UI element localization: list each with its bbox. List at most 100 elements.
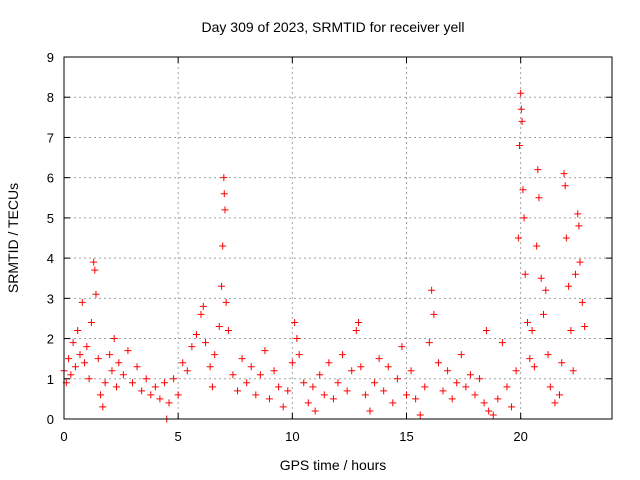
x-tick-label: 5 — [175, 429, 182, 444]
data-point — [343, 387, 351, 395]
data-point — [119, 371, 127, 379]
data-point — [293, 335, 301, 343]
data-point — [261, 347, 269, 355]
y-tick-label: 5 — [47, 211, 54, 226]
data-point — [352, 327, 360, 335]
y-tick-label: 3 — [47, 291, 54, 306]
data-point — [355, 318, 363, 326]
data-point — [407, 367, 415, 375]
data-point — [99, 403, 107, 411]
data-point — [224, 327, 232, 335]
data-point — [238, 355, 246, 363]
data-point — [218, 282, 226, 290]
x-tick-label: 20 — [513, 429, 527, 444]
data-point — [444, 367, 452, 375]
data-point — [142, 375, 150, 383]
data-point — [537, 274, 545, 282]
data-point — [565, 282, 573, 290]
data-point — [91, 266, 99, 274]
data-point — [97, 391, 105, 399]
data-point — [129, 379, 136, 387]
data-points — [60, 89, 589, 423]
data-point — [503, 383, 511, 391]
data-point — [517, 89, 525, 97]
data-point — [575, 222, 583, 230]
data-point — [270, 367, 278, 375]
data-point — [466, 371, 474, 379]
y-tick-label: 7 — [47, 130, 54, 145]
chart-title: Day 309 of 2023, SRMTID for receiver yel… — [202, 19, 465, 35]
data-point — [220, 190, 228, 198]
data-point — [291, 318, 299, 326]
y-tick-label: 4 — [47, 251, 54, 266]
data-point — [243, 379, 251, 387]
data-point — [524, 318, 532, 326]
data-point — [108, 367, 116, 375]
data-point — [494, 395, 502, 403]
data-point — [300, 379, 308, 387]
data-point — [74, 327, 82, 335]
data-point — [256, 371, 264, 379]
data-point — [535, 194, 543, 202]
data-point — [403, 391, 410, 399]
data-point — [380, 387, 388, 395]
data-point — [366, 407, 374, 415]
data-point — [206, 363, 214, 371]
data-point — [361, 391, 369, 399]
data-point — [485, 407, 493, 415]
data-point — [76, 351, 84, 359]
data-point — [576, 258, 584, 266]
y-axis-label: SRMTID / TECUs — [5, 183, 21, 293]
data-point — [578, 298, 586, 306]
data-point — [567, 327, 575, 335]
data-point — [375, 355, 383, 363]
data-point — [65, 355, 73, 363]
data-point — [489, 411, 497, 419]
data-point — [434, 359, 442, 367]
data-point — [569, 367, 577, 375]
x-axis-ticks: 0 5 10 15 20 — [60, 57, 528, 444]
data-point — [571, 270, 579, 278]
data-point — [528, 327, 536, 335]
data-point — [183, 367, 191, 375]
plot-frame — [63, 56, 613, 420]
data-point — [544, 351, 552, 359]
data-point — [90, 258, 98, 266]
data-point — [371, 379, 379, 387]
data-point — [304, 399, 312, 407]
data-point — [453, 379, 461, 387]
data-point — [174, 391, 182, 399]
x-tick-label: 0 — [60, 429, 67, 444]
data-point — [124, 347, 132, 355]
data-point — [389, 399, 397, 407]
data-point — [222, 298, 230, 306]
data-point — [275, 383, 283, 391]
data-point — [471, 391, 479, 399]
data-point — [448, 395, 456, 403]
y-axis-ticks: 0 1 2 3 4 5 6 7 8 9 — [47, 50, 612, 427]
data-point — [320, 391, 328, 399]
data-point — [202, 339, 210, 347]
data-point — [416, 411, 424, 419]
data-point — [83, 343, 91, 351]
data-point — [430, 310, 438, 318]
data-point — [533, 242, 541, 250]
data-point — [215, 322, 223, 330]
data-point — [133, 363, 141, 371]
data-point — [439, 387, 447, 395]
data-point — [412, 395, 420, 403]
data-point — [87, 318, 95, 326]
data-point — [339, 351, 347, 359]
data-point — [530, 363, 538, 371]
data-point — [521, 270, 529, 278]
data-point — [208, 383, 216, 391]
data-point — [555, 391, 563, 399]
data-point — [462, 383, 470, 391]
y-tick-label: 0 — [47, 412, 54, 427]
data-point — [192, 331, 200, 339]
data-point — [219, 242, 227, 250]
data-point — [398, 343, 406, 351]
data-point — [519, 186, 527, 194]
data-point — [179, 359, 187, 367]
